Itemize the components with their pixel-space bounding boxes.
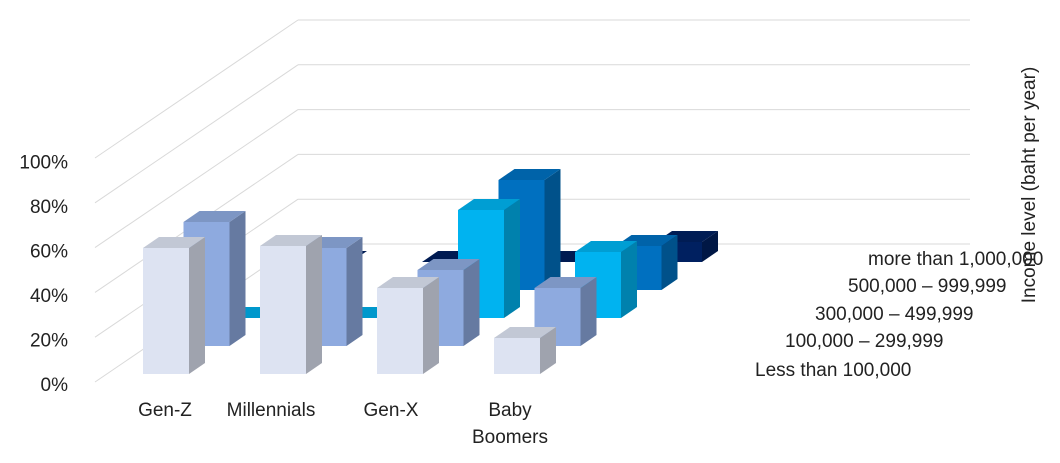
- bar-top: [260, 235, 322, 246]
- bar-front: [377, 288, 423, 374]
- bar-top: [498, 169, 561, 180]
- bar-side: [504, 199, 520, 318]
- x-tick-label: Baby Boomers: [472, 400, 548, 448]
- bar-top: [494, 327, 556, 338]
- depth-axis-series-labels: Less than 100,000 100,000 – 299,999 300,00…: [755, 249, 1043, 381]
- bar-less-than-100-000-millennials: [260, 235, 322, 374]
- bar-100-000-299-999-baby-boomers: [534, 277, 597, 346]
- bar-side: [423, 277, 439, 374]
- bar-side: [189, 237, 205, 374]
- depth-tick-label: more than 1,000,000: [868, 249, 1043, 270]
- y-tick-label: 40%: [30, 286, 68, 307]
- depth-tick-label: 300,000 – 499,999: [815, 304, 974, 325]
- gridline-side: [94, 109, 299, 249]
- bar-side: [306, 235, 322, 374]
- bar-less-than-100-000-gen-x: [377, 277, 439, 374]
- bar-top: [143, 237, 205, 248]
- bar-top: [575, 241, 637, 252]
- bar-front: [494, 338, 540, 374]
- bar-side: [346, 237, 363, 346]
- x-tick-label: Gen-Z: [138, 400, 192, 421]
- y-tick-label: 20%: [30, 331, 68, 352]
- depth-axis-title: Income level (baht per year): [1019, 67, 1040, 304]
- bar-less-than-100-000-gen-z: [143, 237, 205, 374]
- bar-side: [621, 241, 637, 318]
- bar-top: [377, 277, 439, 288]
- bar-top: [183, 211, 246, 222]
- y-tick-label: 100%: [19, 153, 68, 174]
- y-tick-label: 60%: [30, 242, 68, 263]
- y-axis-tick-labels: 0% 20% 40% 60% 80% 100%: [19, 153, 68, 397]
- bar-front: [260, 246, 306, 374]
- bar-top: [417, 259, 480, 270]
- bar-side: [702, 231, 718, 262]
- x-tick-label: Gen-X: [364, 400, 419, 421]
- bar-side: [544, 169, 561, 290]
- bar-less-than-100-000-baby-boomers: [494, 327, 556, 374]
- bar-side: [540, 327, 556, 374]
- bar-side: [463, 259, 480, 346]
- bar-top: [458, 199, 520, 210]
- x-tick-label: Millennials: [227, 400, 316, 421]
- gridline-side: [94, 19, 299, 159]
- bar-side: [580, 277, 597, 346]
- bar-front: [143, 248, 189, 374]
- gridline-side: [94, 64, 299, 204]
- bar-side: [661, 235, 678, 290]
- y-tick-label: 80%: [30, 197, 68, 218]
- bars: [143, 169, 718, 374]
- depth-tick-label: 100,000 – 299,999: [785, 331, 944, 352]
- y-tick-label: 0%: [41, 375, 69, 396]
- bar-side: [229, 211, 246, 346]
- depth-tick-label: Less than 100,000: [755, 360, 911, 381]
- bar-top: [534, 277, 597, 288]
- x-axis-category-labels: Gen-Z Millennials Gen-X Baby Boomers: [138, 400, 548, 448]
- depth-tick-label: 500,000 – 999,999: [848, 276, 1007, 297]
